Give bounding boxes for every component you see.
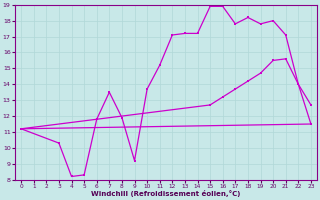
X-axis label: Windchill (Refroidissement éolien,°C): Windchill (Refroidissement éolien,°C) — [91, 190, 241, 197]
